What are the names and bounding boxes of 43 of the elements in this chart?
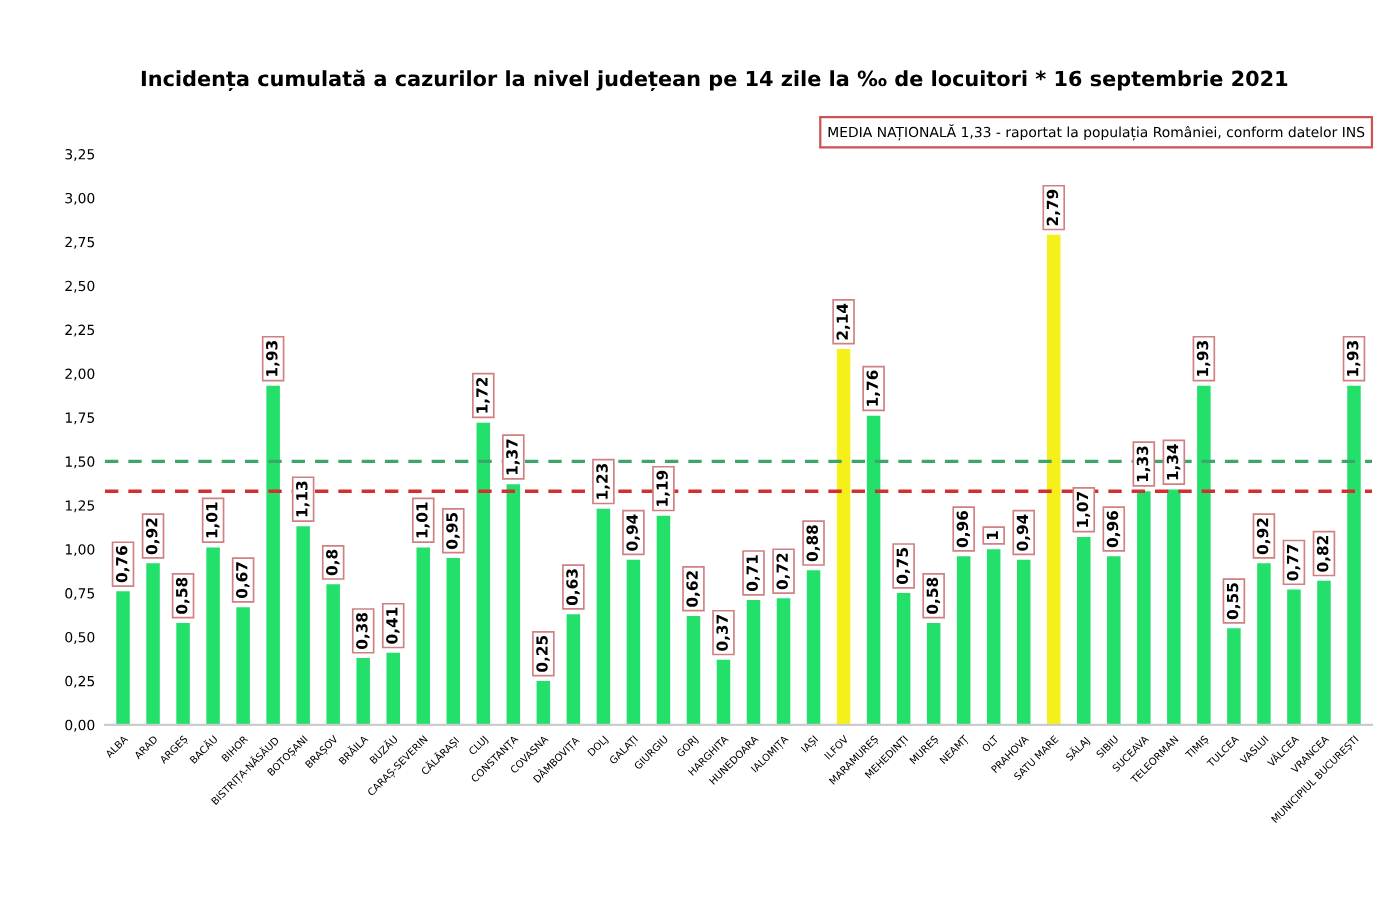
bar xyxy=(1167,489,1181,725)
bar xyxy=(1257,563,1271,725)
bar xyxy=(686,615,701,725)
bar xyxy=(236,607,250,725)
bar xyxy=(326,584,340,725)
bar xyxy=(1317,580,1331,725)
bar xyxy=(446,557,461,725)
bar xyxy=(596,508,611,725)
bar xyxy=(1016,559,1031,725)
bar xyxy=(206,547,220,725)
bar xyxy=(1227,628,1241,725)
bar xyxy=(416,547,431,725)
bar xyxy=(1137,491,1151,725)
bar xyxy=(746,600,761,725)
bar xyxy=(1197,385,1211,725)
bar xyxy=(716,659,731,725)
bar xyxy=(986,549,1001,725)
chart-title: Incidența cumulată a cazurilor la nivel județean pe 14 zile la ‰ de locuitori * 16 septembrie 2021 xyxy=(141,69,1288,92)
bar xyxy=(116,591,130,725)
bar xyxy=(956,556,971,725)
bar xyxy=(626,559,641,725)
bar xyxy=(176,622,190,725)
bar xyxy=(776,598,791,725)
bar xyxy=(266,385,280,725)
bar xyxy=(356,658,370,725)
bar xyxy=(476,422,491,725)
bar xyxy=(926,622,941,725)
bar xyxy=(1077,536,1091,725)
bar xyxy=(656,515,671,725)
bar xyxy=(896,593,911,725)
bar xyxy=(1287,589,1301,725)
bar xyxy=(1347,385,1361,725)
bar xyxy=(566,614,581,725)
bar xyxy=(506,484,521,725)
bar xyxy=(866,415,881,725)
bar xyxy=(146,563,160,725)
bar xyxy=(1046,234,1061,725)
bar xyxy=(296,526,310,725)
bar xyxy=(836,348,851,725)
bar xyxy=(386,652,400,725)
bar xyxy=(536,680,551,725)
bar xyxy=(806,570,821,725)
bar xyxy=(1107,556,1121,725)
